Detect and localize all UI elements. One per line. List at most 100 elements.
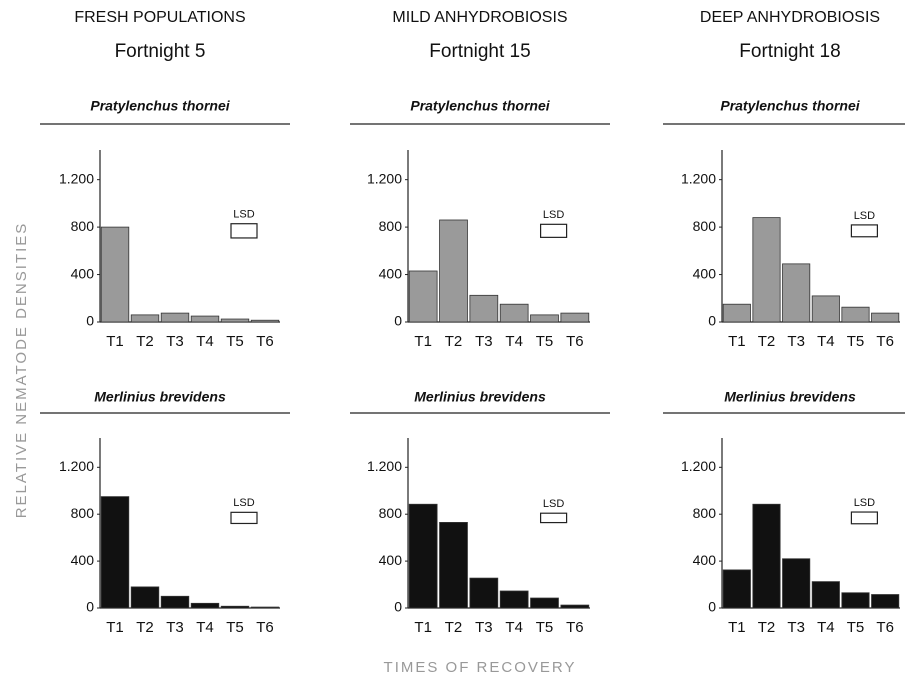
x-tick-label: T3 [787,333,805,350]
x-tick-label: T4 [817,333,835,350]
chart-title: Merlinius brevidens [724,389,856,405]
x-tick-label: T2 [136,333,154,350]
x-tick-label: T6 [256,619,274,636]
x-tick-label: T5 [226,619,244,636]
bar [752,503,781,609]
x-tick-label: T4 [817,619,835,636]
x-tick-label: T5 [536,333,554,350]
x-tick-label: T1 [414,333,432,350]
bar [811,295,840,323]
x-tick-label: T1 [106,333,124,350]
y-tick-label: 0 [86,599,94,615]
y-tick-label: 800 [693,218,717,234]
y-tick-label: 1.200 [367,170,402,186]
lsd-label: LSD [854,497,875,509]
bar [100,226,130,323]
bar [782,558,811,609]
x-tick-label: T3 [166,333,184,350]
lsd-label: LSD [543,498,564,510]
x-tick-label: T2 [445,333,463,350]
x-tick-label: T6 [876,333,894,350]
y-tick-label: 0 [86,313,94,329]
x-tick-label: T5 [536,619,554,636]
bar [469,577,499,609]
bar [752,217,781,323]
bar [871,594,900,609]
column-heading: FRESH POPULATIONS [74,9,245,26]
bar [530,597,559,609]
chart-title: Pratylenchus thornei [410,98,550,114]
bar [408,270,438,323]
bar [782,263,811,323]
y-tick-label: 400 [71,552,95,568]
lsd-box [539,223,568,238]
bar [130,314,160,323]
x-tick-label: T3 [475,619,493,636]
bar [499,303,529,323]
x-tick-label: T1 [728,333,746,350]
column-heading: MILD ANHYDROBIOSIS [392,9,567,26]
y-tick-label: 400 [379,265,403,281]
x-tick-label: T6 [566,333,584,350]
bar [722,303,751,323]
bar [841,592,870,609]
bar [530,314,559,323]
x-tick-label: T3 [166,619,184,636]
x-tick-label: T2 [758,333,776,350]
y-tick-label: 0 [394,313,402,329]
y-tick-label: 800 [71,218,95,234]
x-tick-label: T2 [445,619,463,636]
lsd-box [230,511,258,525]
x-tick-label: T6 [876,619,894,636]
x-tick-label: T6 [566,619,584,636]
bar [841,306,870,323]
x-tick-label: T5 [226,333,244,350]
y-tick-label: 1.200 [367,458,402,474]
bar [439,522,468,609]
y-tick-label: 0 [708,313,716,329]
lsd-box [230,223,258,239]
bar [130,586,160,609]
y-tick-label: 800 [693,505,717,521]
bar [871,312,900,323]
lsd-label: LSD [233,209,254,221]
column-subheading: Fortnight 5 [115,41,206,62]
x-tick-label: T3 [787,619,805,636]
column-subheading: Fortnight 18 [739,41,840,62]
bar [408,503,438,609]
y-tick-label: 400 [693,265,717,281]
x-tick-label: T6 [256,333,274,350]
y-tick-label: 0 [394,599,402,615]
bar [160,312,190,323]
bar [560,604,590,609]
bar [250,606,280,609]
x-axis-label: TIMES OF RECOVERY [384,659,577,676]
bar [560,312,590,323]
lsd-box [850,224,879,238]
y-tick-label: 800 [71,505,95,521]
bar [811,581,840,609]
x-tick-label: T4 [196,333,214,350]
lsd-label: LSD [543,209,564,221]
x-tick-label: T1 [106,619,124,636]
y-tick-label: 800 [379,218,403,234]
chart-title: Pratylenchus thornei [90,98,230,114]
y-tick-label: 400 [693,552,717,568]
lsd-box [539,512,568,524]
bar [220,605,250,609]
y-axis-label: RELATIVE NEMATODE DENSITIES [13,222,30,519]
column-subheading: Fortnight 15 [429,41,530,62]
bar [220,318,250,323]
y-tick-label: 400 [379,552,403,568]
bar [250,319,280,323]
bar [469,294,499,323]
bar [499,590,529,609]
y-tick-label: 0 [708,599,716,615]
x-tick-label: T1 [414,619,432,636]
y-tick-label: 1.200 [59,170,94,186]
bar [190,602,220,609]
bar [160,595,190,609]
x-tick-label: T2 [758,619,776,636]
bar [722,569,751,609]
